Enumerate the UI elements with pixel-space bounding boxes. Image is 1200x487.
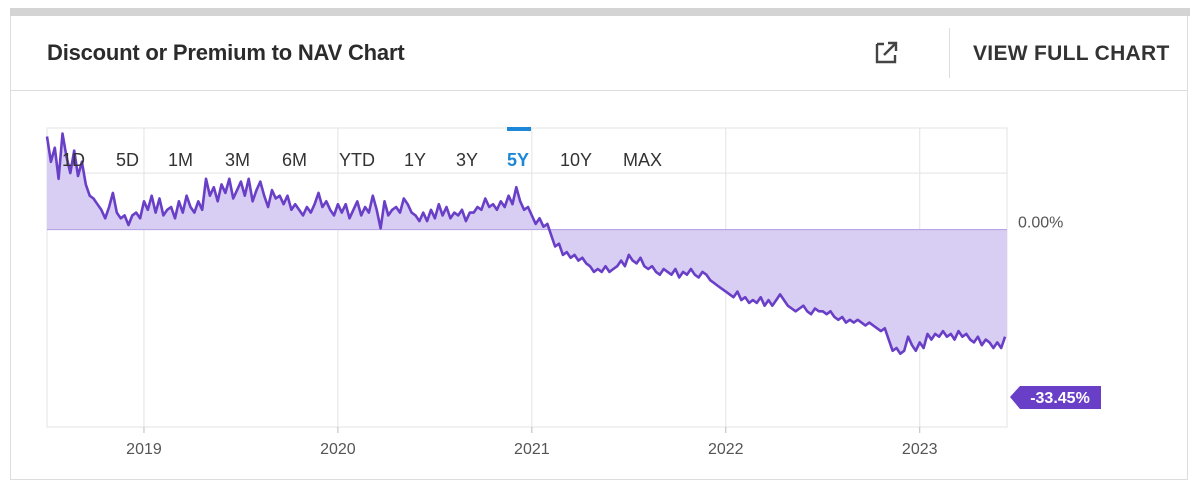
series-area-tail [1005, 229, 1007, 337]
period-tab-5d[interactable]: 5D [116, 150, 140, 170]
zero-label: 0.00% [1018, 215, 1063, 232]
period-tab-10y[interactable]: 10Y [560, 150, 593, 170]
period-tab-3y[interactable]: 3Y [456, 150, 479, 170]
external-link-icon[interactable] [869, 36, 903, 70]
active-period-indicator [507, 127, 531, 131]
period-tab-5y[interactable]: 5Y [507, 150, 530, 170]
header-divider [949, 28, 950, 78]
current-value-badge [1010, 386, 1101, 409]
period-tab-1y[interactable]: 1Y [404, 150, 427, 170]
series-line [45, 132, 1007, 355]
period-tab-1d[interactable]: 1D [62, 150, 86, 170]
chart-title: Discount or Premium to NAV Chart [47, 40, 405, 65]
period-tab-max[interactable]: MAX [623, 150, 663, 170]
top-accent-bar [10, 8, 1190, 16]
current-value-label: -33.45% [1030, 390, 1090, 407]
x-tick-label: 2020 [320, 441, 356, 458]
period-tab-3m[interactable]: 3M [225, 150, 251, 170]
x-tick-label: 2019 [126, 441, 162, 458]
x-tick-label: 2023 [902, 441, 938, 458]
period-tab-1m[interactable]: 1M [168, 150, 194, 170]
period-tab-ytd[interactable]: YTD [339, 150, 375, 170]
period-tab-6m[interactable]: 6M [282, 150, 308, 170]
series-area [47, 133, 1006, 354]
card-header: Discount or Premium to NAV Chart VIEW FU… [11, 16, 1187, 91]
x-tick-label: 2022 [708, 441, 744, 458]
view-full-chart-button[interactable]: VIEW FULL CHART [973, 42, 1170, 65]
x-tick-label: 2021 [514, 441, 550, 458]
